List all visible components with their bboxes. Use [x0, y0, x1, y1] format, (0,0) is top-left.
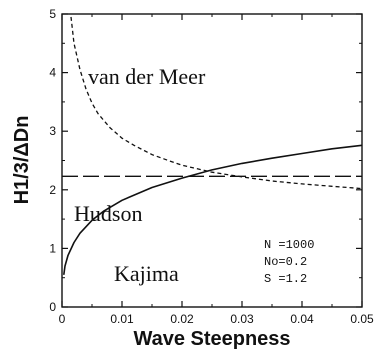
y-tick-label: 4: [49, 66, 56, 80]
y-tick-label: 0: [49, 300, 56, 314]
y-tick-label: 2: [49, 183, 56, 197]
series-line-van-der-meer: [70, 16, 363, 190]
y-axis-label: H1/3/ΔDn: [11, 116, 33, 205]
x-tick-label: 0.02: [170, 312, 194, 326]
plot-frame: [61, 13, 363, 308]
x-tick-label: 0.01: [110, 312, 134, 326]
x-axis-label: Wave Steepness: [133, 328, 290, 350]
annotation-hudson: Hudson: [74, 201, 142, 226]
y-axis-ticks: 0 1 2 3 4 5: [49, 7, 362, 314]
y-tick-label: 1: [49, 241, 56, 255]
series-line-kajima: [63, 144, 363, 275]
annotation-kajima: Kajima: [114, 261, 179, 286]
annotation-param-no: No=0.2: [264, 255, 307, 269]
x-tick-label: 0: [59, 312, 66, 326]
annotation-param-s: S =1.2: [264, 272, 307, 286]
annotation-param-n: N =1000: [264, 238, 314, 252]
annotation-van-der-meer: van der Meer: [88, 64, 206, 89]
series-layer: [62, 16, 363, 275]
x-tick-label: 0.03: [230, 312, 254, 326]
y-tick-label: 3: [49, 124, 56, 138]
x-tick-label: 0.05: [350, 312, 374, 326]
y-tick-label: 5: [49, 7, 56, 21]
x-axis-ticks: 0 0.01 0.02 0.03 0.04 0.05: [59, 14, 374, 326]
x-tick-label: 0.04: [290, 312, 314, 326]
